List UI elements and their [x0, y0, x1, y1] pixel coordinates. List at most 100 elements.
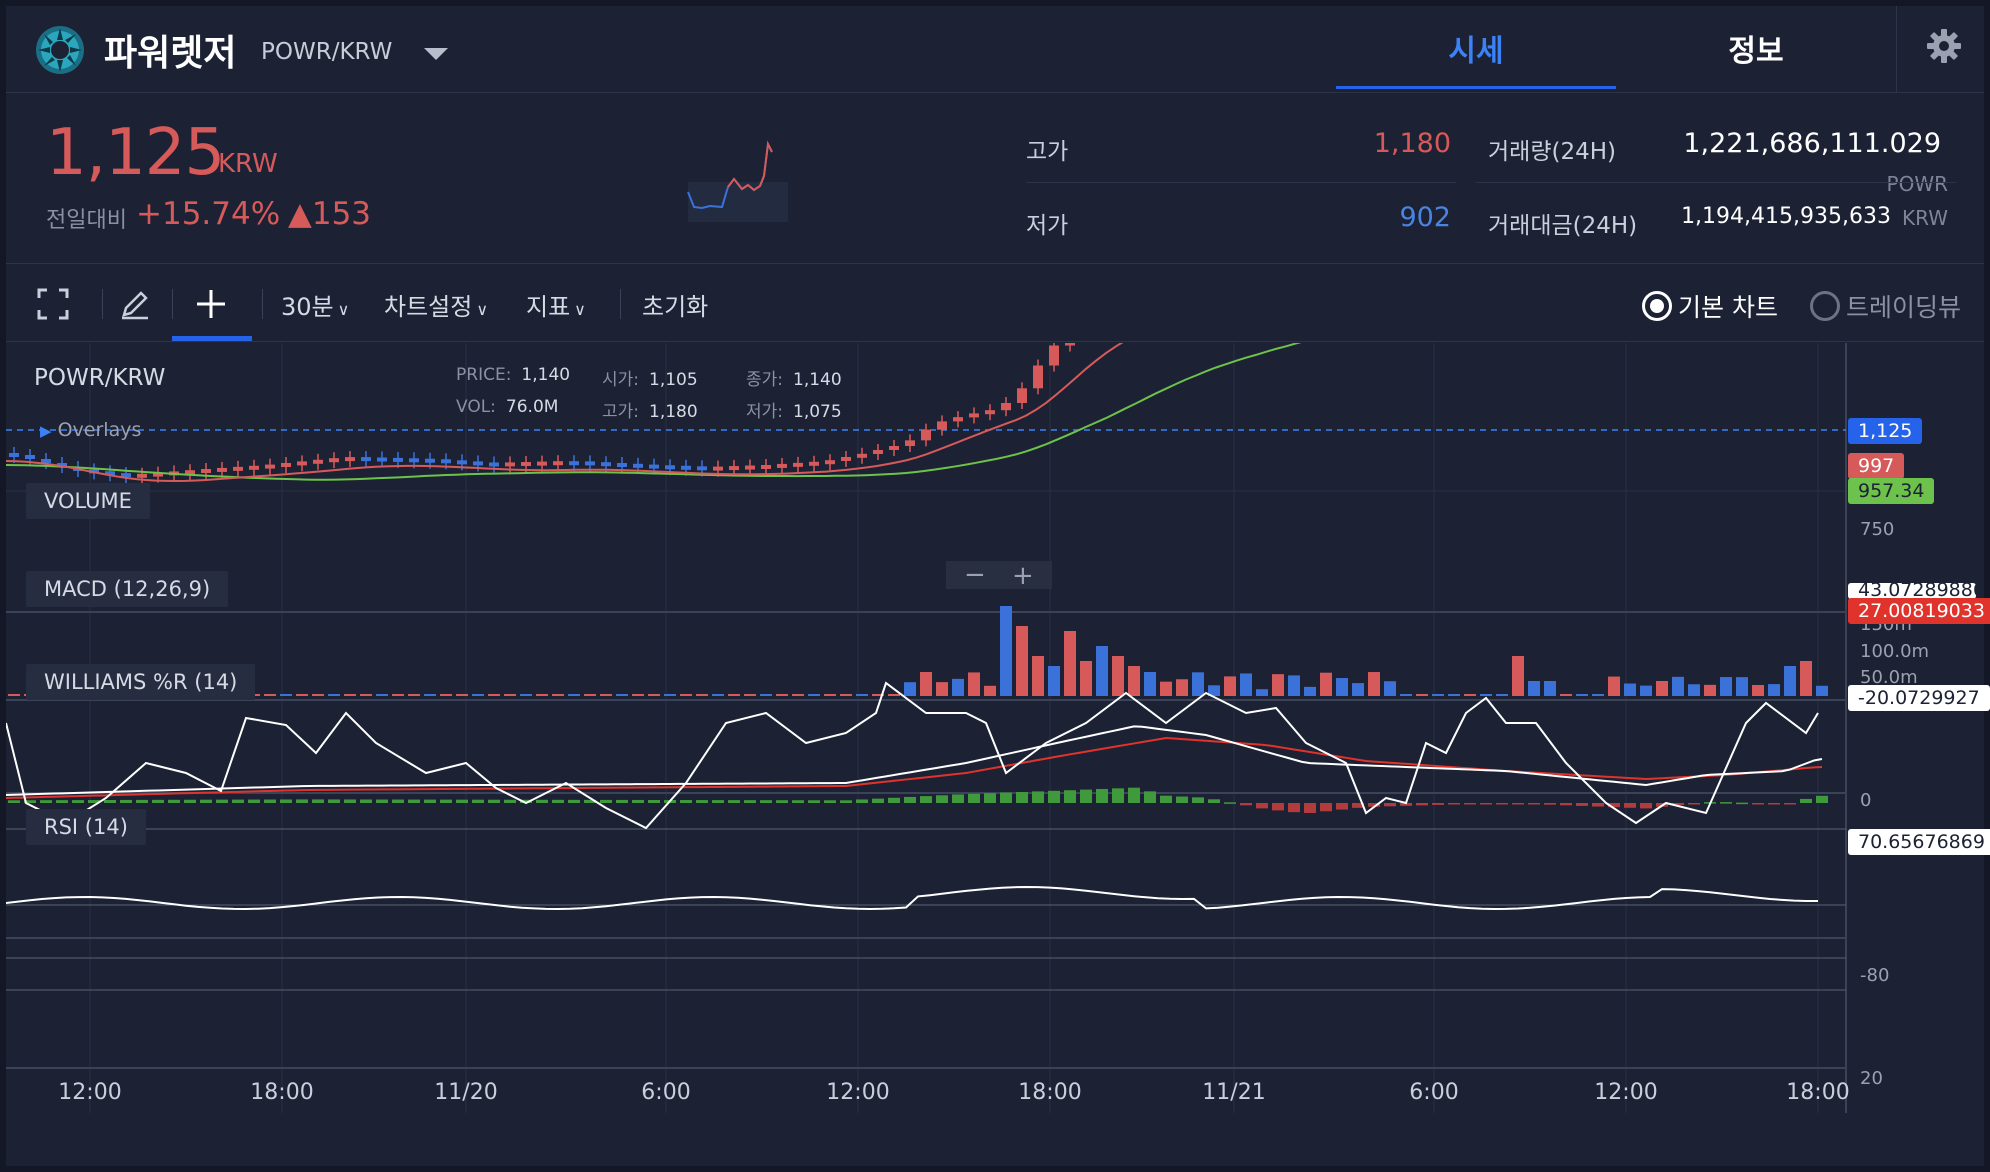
ohlc-volume: VOL: 76.0M	[456, 397, 558, 417]
macd-histogram-bar	[24, 800, 36, 803]
candle	[377, 457, 387, 462]
candle	[57, 463, 67, 467]
coin-dropdown-icon[interactable]	[420, 42, 452, 64]
macd-histogram-bar	[1320, 803, 1332, 812]
volume-bar	[1352, 683, 1364, 696]
chart-area[interactable]: − + 12:00 18:00 11/20 6:00 12:00 18:00 11/21 6:…	[6, 343, 1990, 1120]
volume-bar	[1048, 666, 1060, 696]
macd-histogram-bar	[200, 799, 212, 803]
volume-bar	[984, 685, 996, 696]
gear-icon[interactable]	[1924, 26, 1964, 66]
ohlc-close-label: 종가:	[746, 370, 784, 390]
change-label: 전일대비	[46, 208, 127, 233]
macd-histogram-bar	[568, 799, 580, 803]
tradingview-label[interactable]: 트레이딩뷰	[1846, 293, 1962, 322]
macd-histogram-bar	[904, 796, 916, 803]
candle	[713, 466, 723, 471]
volume-bar	[1016, 626, 1028, 696]
price-unit: KRW	[218, 149, 278, 179]
candle	[265, 464, 275, 469]
macd-histogram-bar	[1336, 803, 1348, 810]
volume-bar	[680, 694, 692, 696]
volume-bar	[696, 694, 708, 696]
tradingview-radio[interactable]	[1810, 291, 1840, 321]
ohlc-price: PRICE: 1,140	[456, 365, 570, 385]
basic-chart-label[interactable]: 기본 차트	[1678, 293, 1778, 322]
macd-panel-label: MACD (12,26,9)	[26, 571, 229, 607]
candle	[489, 462, 499, 467]
overlays-toggle[interactable]: ▶ Overlays	[40, 419, 141, 441]
last-price-tag: 1,125	[1848, 418, 1923, 444]
volume-bar	[1448, 694, 1460, 696]
divider	[1476, 182, 1956, 183]
chart-settings-menu[interactable]: 차트설정 ∨	[384, 287, 488, 322]
macd-histogram-bar	[1080, 789, 1092, 803]
volume-bar	[1192, 672, 1204, 696]
macd-histogram-bar	[328, 799, 340, 803]
interval-select[interactable]: 30분 ∨	[281, 287, 349, 322]
macd-histogram-bar	[1000, 792, 1012, 803]
crosshair-icon[interactable]	[194, 287, 228, 321]
candle	[505, 462, 515, 467]
volume-bar	[728, 694, 740, 696]
macd-histogram-bar	[1176, 796, 1188, 803]
volume-bar	[1272, 674, 1284, 696]
candle	[473, 461, 483, 466]
macd-histogram-bar	[1288, 803, 1300, 813]
rsi-indicator	[6, 885, 1818, 911]
pencil-icon[interactable]	[118, 287, 152, 321]
williams-axis-label: -80	[1860, 965, 1889, 986]
reset-button[interactable]: 초기화	[642, 293, 709, 321]
macd-histogram-bar	[856, 799, 868, 803]
volume-bar	[8, 694, 20, 696]
candle	[121, 473, 131, 478]
tab-info[interactable]: 정보	[1728, 34, 1784, 69]
macd-histogram-bar	[1448, 803, 1460, 805]
tab-market[interactable]: 시세	[1448, 34, 1504, 69]
ohlc-open-label: 시가:	[602, 370, 640, 390]
chevron-down-icon: ∨	[337, 300, 350, 319]
candle	[825, 460, 835, 465]
indicators-menu[interactable]: 지표 ∨	[526, 287, 586, 322]
volume-bar	[376, 694, 388, 696]
moving-averages	[6, 343, 1302, 483]
macd-histogram-bar	[168, 799, 180, 803]
macd-histogram-bar	[552, 799, 564, 803]
volume-bar	[1496, 694, 1508, 696]
time-axis-label: 18:00	[250, 1080, 313, 1105]
volume-bar	[1096, 646, 1108, 696]
volume-bar	[1544, 681, 1556, 696]
turnover-label: 거래대금(24H)	[1488, 213, 1638, 239]
macd-histogram-bar	[1496, 803, 1508, 805]
macd-histogram-bar	[1368, 803, 1380, 807]
macd-histogram-bar	[248, 799, 260, 803]
volume-bar	[1688, 684, 1700, 696]
macd-histogram-bar	[312, 799, 324, 803]
ohlc-low: 저가: 1,075	[746, 397, 842, 422]
volume-bar	[920, 672, 932, 696]
macd-histogram-bar	[1592, 803, 1604, 807]
candle	[905, 440, 915, 446]
candle	[1033, 365, 1043, 389]
chevron-down-icon: ∨	[574, 300, 586, 319]
pair-label: POWR/KRW	[261, 39, 393, 65]
ohlc-vol-value: 76.0M	[505, 397, 559, 417]
volume-bar	[1480, 694, 1492, 696]
candle	[569, 461, 579, 466]
volume-bar	[760, 694, 772, 696]
candle	[697, 466, 707, 471]
volume-bar	[1368, 672, 1380, 696]
divider	[172, 289, 173, 319]
price-chart[interactable]: − + 12:00 18:00 11/20 6:00 12:00 18:00 11/21 6:…	[6, 343, 1984, 1120]
macd-histogram-bar	[152, 799, 164, 803]
fullscreen-icon[interactable]	[36, 287, 70, 321]
candle	[553, 461, 563, 466]
volume-bar	[1240, 673, 1252, 696]
macd-histogram-bar	[1464, 803, 1476, 805]
volume-bar	[888, 694, 900, 696]
macd-histogram-bar	[776, 800, 788, 803]
volume-bar	[312, 694, 324, 696]
basic-chart-radio[interactable]	[1642, 291, 1672, 321]
active-tool-indicator	[172, 336, 252, 341]
macd-histogram-bar	[40, 800, 52, 803]
